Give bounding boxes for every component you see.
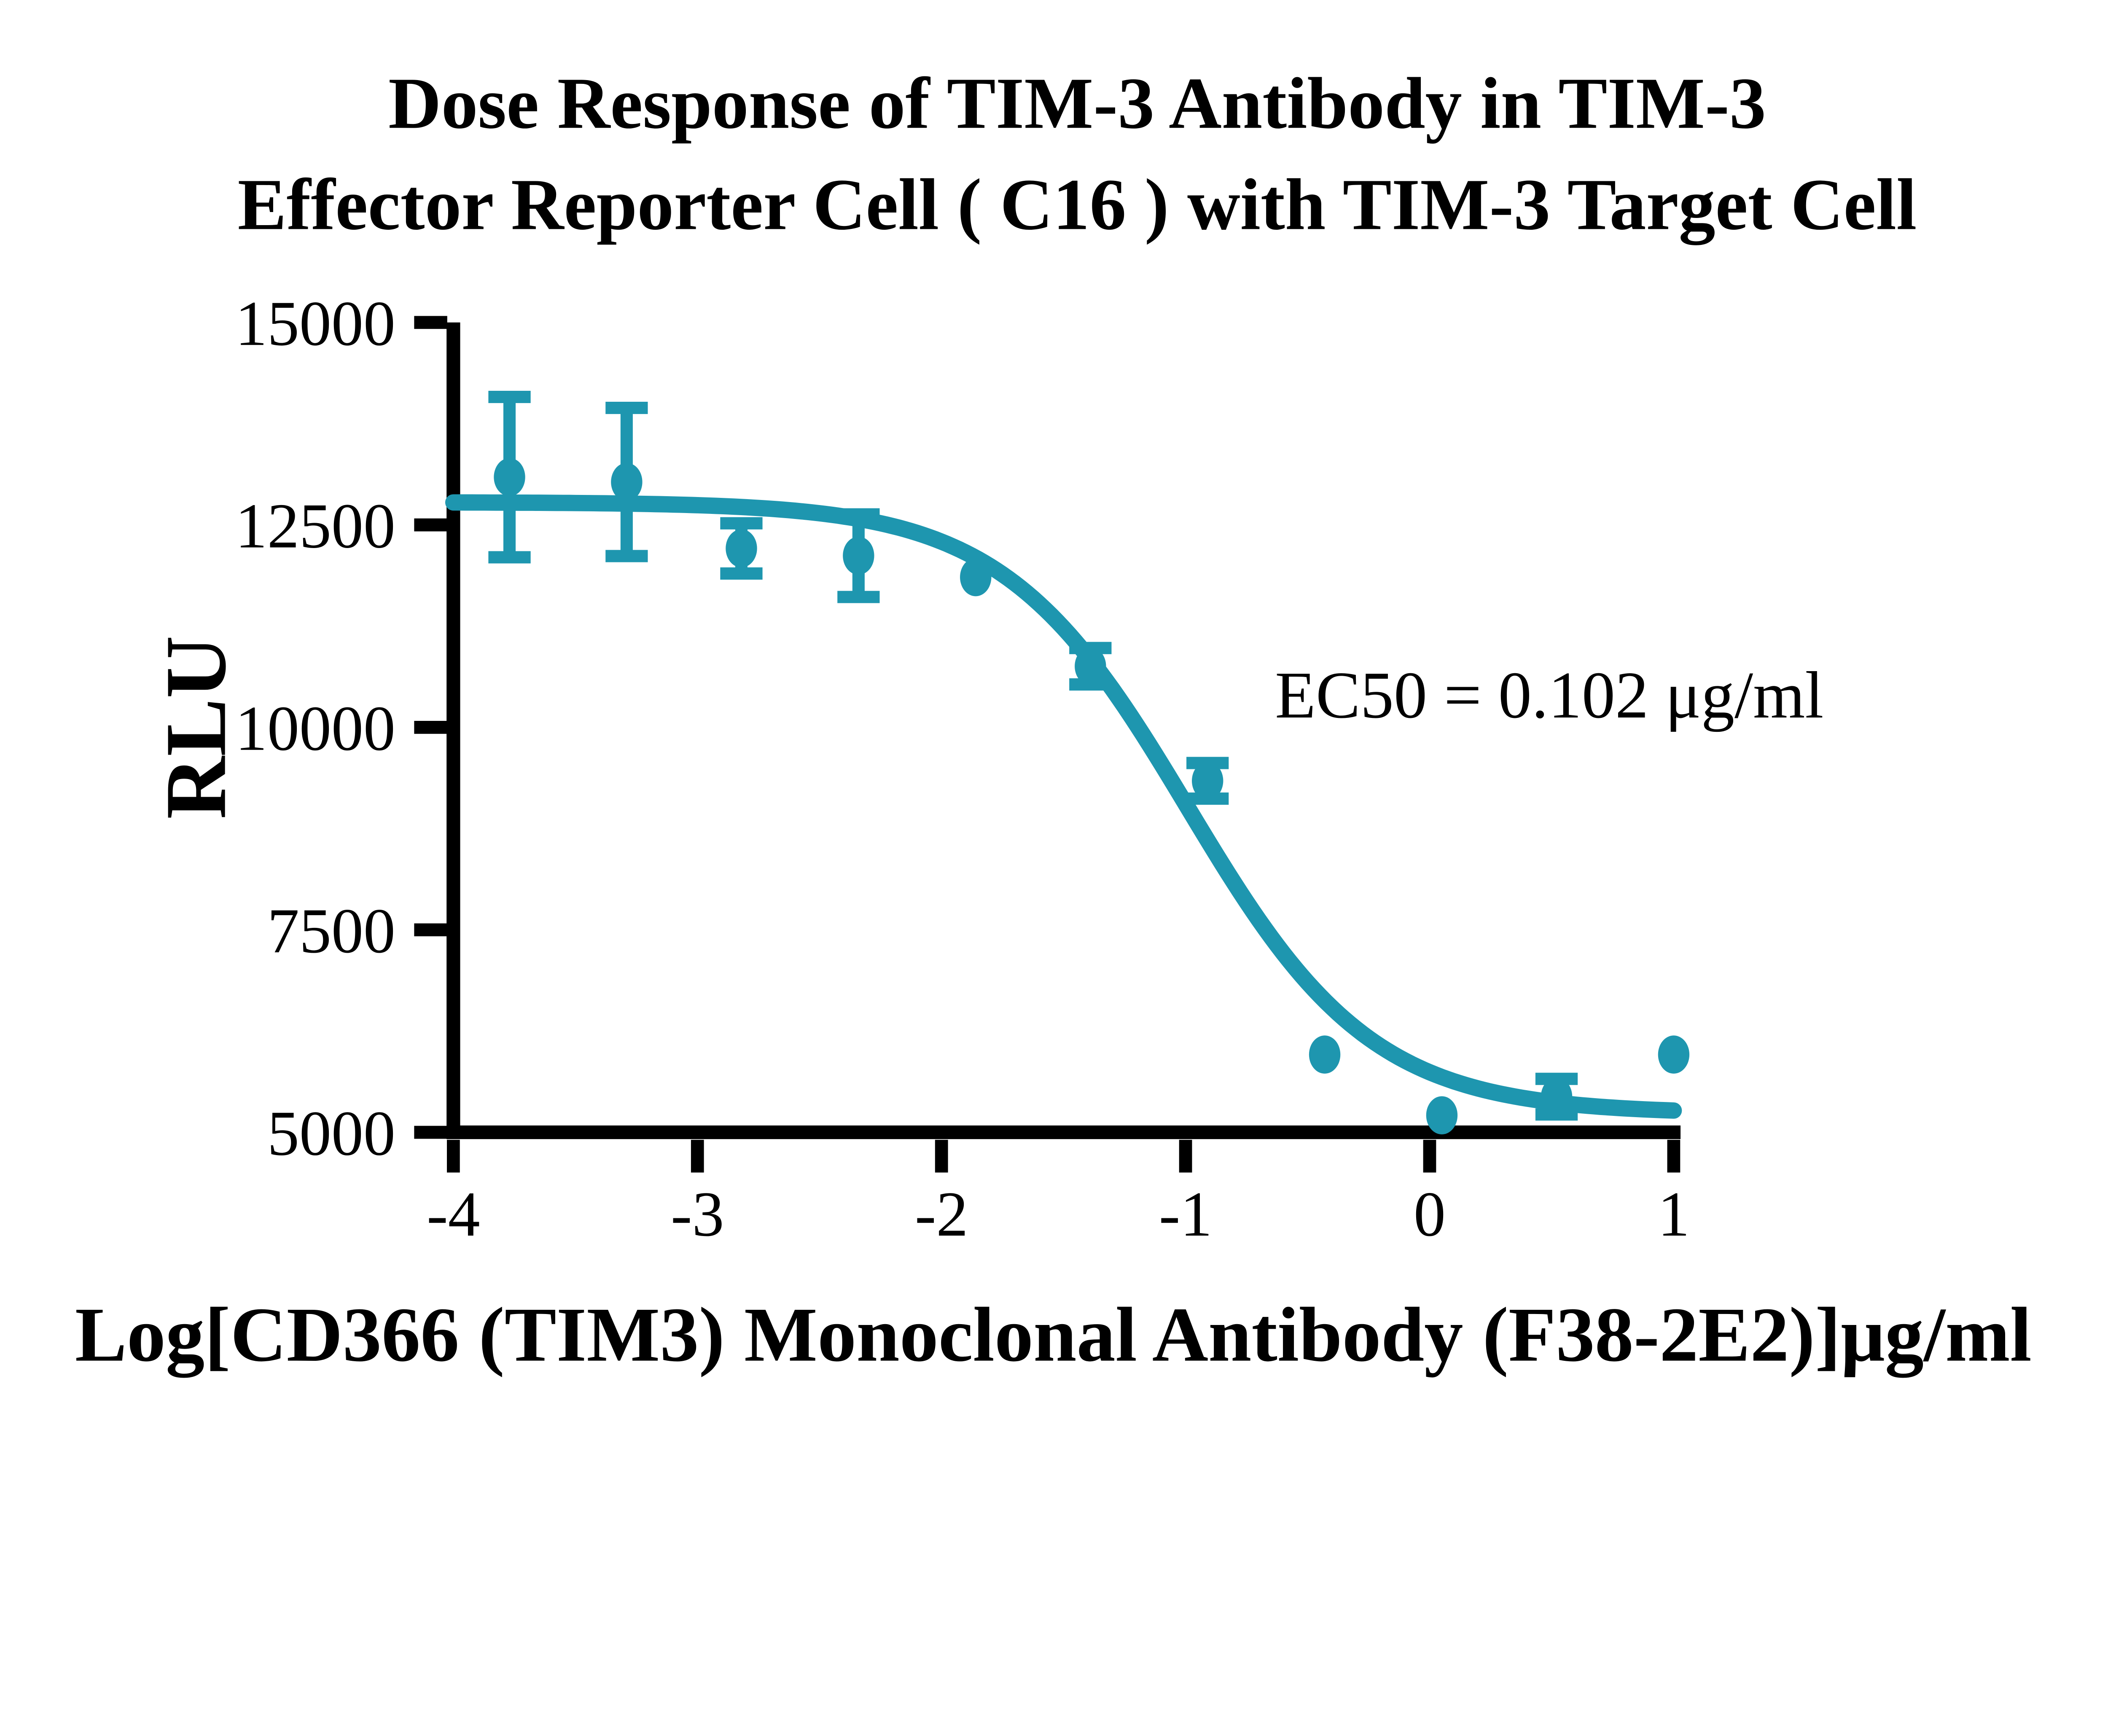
data-point-marker (843, 536, 874, 575)
y-tick-label: 15000 (235, 288, 395, 359)
y-tick-label: 7500 (267, 895, 395, 966)
x-tick-label: -4 (427, 1179, 480, 1250)
x-tick-label: -2 (915, 1179, 968, 1250)
x-axis-ticks: -4 -3 -2 -1 0 1 (427, 1139, 1690, 1250)
x-tick-label: 1 (1658, 1179, 1690, 1250)
y-axis-ticks: 5000 7500 10000 12500 15000 (235, 288, 447, 1169)
data-point-marker (1541, 1078, 1573, 1116)
data-point-marker (494, 458, 525, 497)
data-point-marker (1075, 647, 1106, 685)
axes-frame (446, 322, 1681, 1139)
data-point-marker (1426, 1096, 1458, 1134)
data-point-marker (611, 463, 643, 501)
y-tick-label: 5000 (267, 1098, 395, 1169)
x-axis-title: Log[CD366 (TIM3) Monoclonal Antibody (F3… (75, 1292, 2032, 1378)
y-tick-label: 12500 (235, 491, 395, 562)
chart-title-line2: Effector Reporter Cell ( C16 ) with TIM-… (238, 164, 1917, 245)
fit-curve (445, 494, 1682, 1119)
data-point-marker (960, 558, 992, 597)
x-tick-label: 0 (1414, 1179, 1446, 1250)
ec50-annotation: EC50 = 0.102 μg/ml (1275, 658, 1823, 732)
chart-title-line1: Dose Response of TIM-3 Antibody in TIM-3 (388, 62, 1766, 144)
data-point-marker (1192, 761, 1223, 800)
data-point-marker (1658, 1035, 1690, 1074)
y-axis-title: RLU (148, 636, 244, 819)
data-points (494, 458, 1690, 1134)
x-tick-label: -1 (1159, 1179, 1213, 1250)
y-tick-label: 10000 (235, 693, 395, 764)
data-point-marker (1309, 1035, 1341, 1074)
x-tick-label: -3 (671, 1179, 724, 1250)
dose-response-figure: Dose Response of TIM-3 Antibody in TIM-3… (75, 62, 2032, 1378)
dose-response-chart: Dose Response of TIM-3 Antibody in TIM-3… (75, 62, 2032, 1378)
data-point-marker (726, 529, 757, 568)
